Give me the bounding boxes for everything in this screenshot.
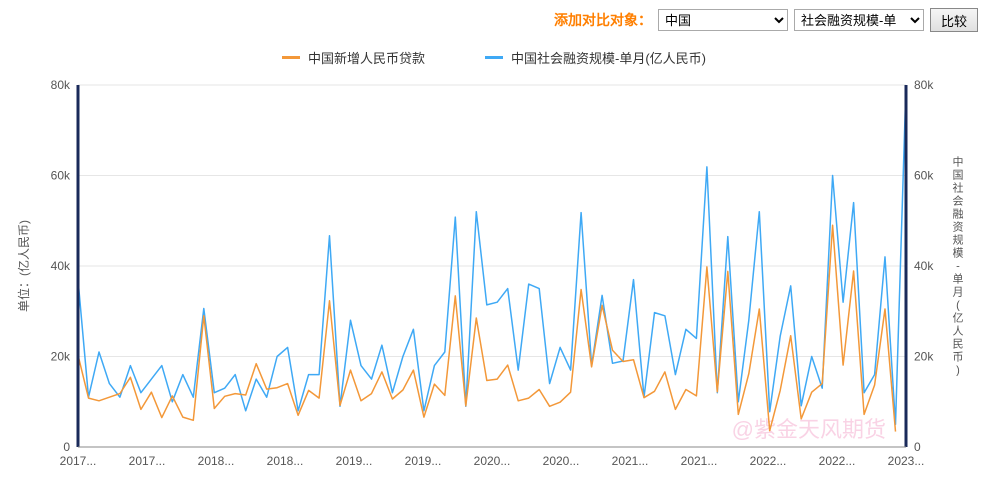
svg-text:2020...: 2020... [543, 454, 580, 468]
legend-swatch-1 [282, 56, 300, 59]
svg-text:-: - [956, 261, 960, 273]
svg-text:80k: 80k [914, 78, 934, 92]
legend-swatch-2 [485, 56, 503, 59]
svg-text:单位：(亿人民币): 单位：(亿人民币) [16, 220, 31, 312]
svg-text:2022...: 2022... [750, 454, 787, 468]
svg-text:2021...: 2021... [612, 454, 649, 468]
legend-label-1: 中国新增人民币贷款 [308, 48, 425, 67]
svg-text:20k: 20k [914, 350, 934, 364]
svg-text:2017...: 2017... [60, 454, 97, 468]
compare-label: 添加对比对象： [554, 10, 652, 30]
legend-item-2[interactable]: 中国社会融资规模-单月(亿人民币) [485, 48, 706, 67]
svg-text:2020...: 2020... [474, 454, 511, 468]
svg-text:单: 单 [953, 273, 964, 286]
svg-text:2019...: 2019... [336, 454, 373, 468]
svg-text:@紫金天风期货: @紫金天风期货 [732, 417, 886, 442]
svg-text:币: 币 [953, 351, 964, 364]
indicator-select[interactable]: 社会融资规模-单 [794, 9, 924, 31]
svg-text:0: 0 [63, 440, 70, 454]
svg-text:2018...: 2018... [198, 454, 235, 468]
svg-text:60k: 60k [51, 169, 71, 183]
chart-area: 0 0 20k 20k 40k 40k 60k 60k 80k 80k @紫金天风期货 2017...… [10, 75, 978, 475]
legend: 中国新增人民币贷款 中国社会融资规模-单月(亿人民币) [0, 36, 988, 75]
legend-item-1[interactable]: 中国新增人民币贷款 [282, 48, 425, 67]
svg-text:2019...: 2019... [405, 454, 442, 468]
svg-text:模: 模 [953, 247, 964, 260]
svg-text:0: 0 [914, 440, 921, 454]
compare-toolbar: 添加对比对象： 中国 社会融资规模-单 比较 [0, 0, 988, 36]
svg-text:社: 社 [953, 181, 964, 195]
svg-text:2018...: 2018... [267, 454, 304, 468]
svg-text:会: 会 [953, 195, 964, 208]
svg-text:民: 民 [953, 339, 964, 351]
svg-text:中: 中 [953, 156, 964, 169]
svg-text:月: 月 [953, 287, 964, 299]
svg-text:40k: 40k [914, 259, 934, 273]
svg-text:国: 国 [953, 169, 964, 182]
line-chart: 0 0 20k 20k 40k 40k 60k 60k 80k 80k @紫金天风期货 2017...… [10, 75, 978, 475]
svg-text:2023...: 2023... [888, 454, 925, 468]
svg-text:20k: 20k [51, 350, 71, 364]
svg-text:规: 规 [953, 233, 964, 247]
svg-text:80k: 80k [51, 78, 71, 92]
svg-text:融: 融 [953, 208, 964, 221]
svg-text:60k: 60k [914, 169, 934, 183]
svg-text:2022...: 2022... [819, 454, 856, 468]
country-select[interactable]: 中国 [658, 9, 788, 31]
legend-label-2: 中国社会融资规模-单月(亿人民币) [511, 48, 706, 67]
svg-text:): ) [956, 365, 960, 377]
svg-text:(: ( [956, 300, 960, 312]
compare-button[interactable]: 比较 [930, 8, 978, 32]
svg-text:2021...: 2021... [681, 454, 718, 468]
svg-text:2017...: 2017... [129, 454, 166, 468]
svg-text:资: 资 [953, 221, 964, 234]
svg-text:40k: 40k [51, 259, 71, 273]
svg-text:亿: 亿 [953, 312, 964, 325]
svg-text:人: 人 [953, 325, 964, 338]
